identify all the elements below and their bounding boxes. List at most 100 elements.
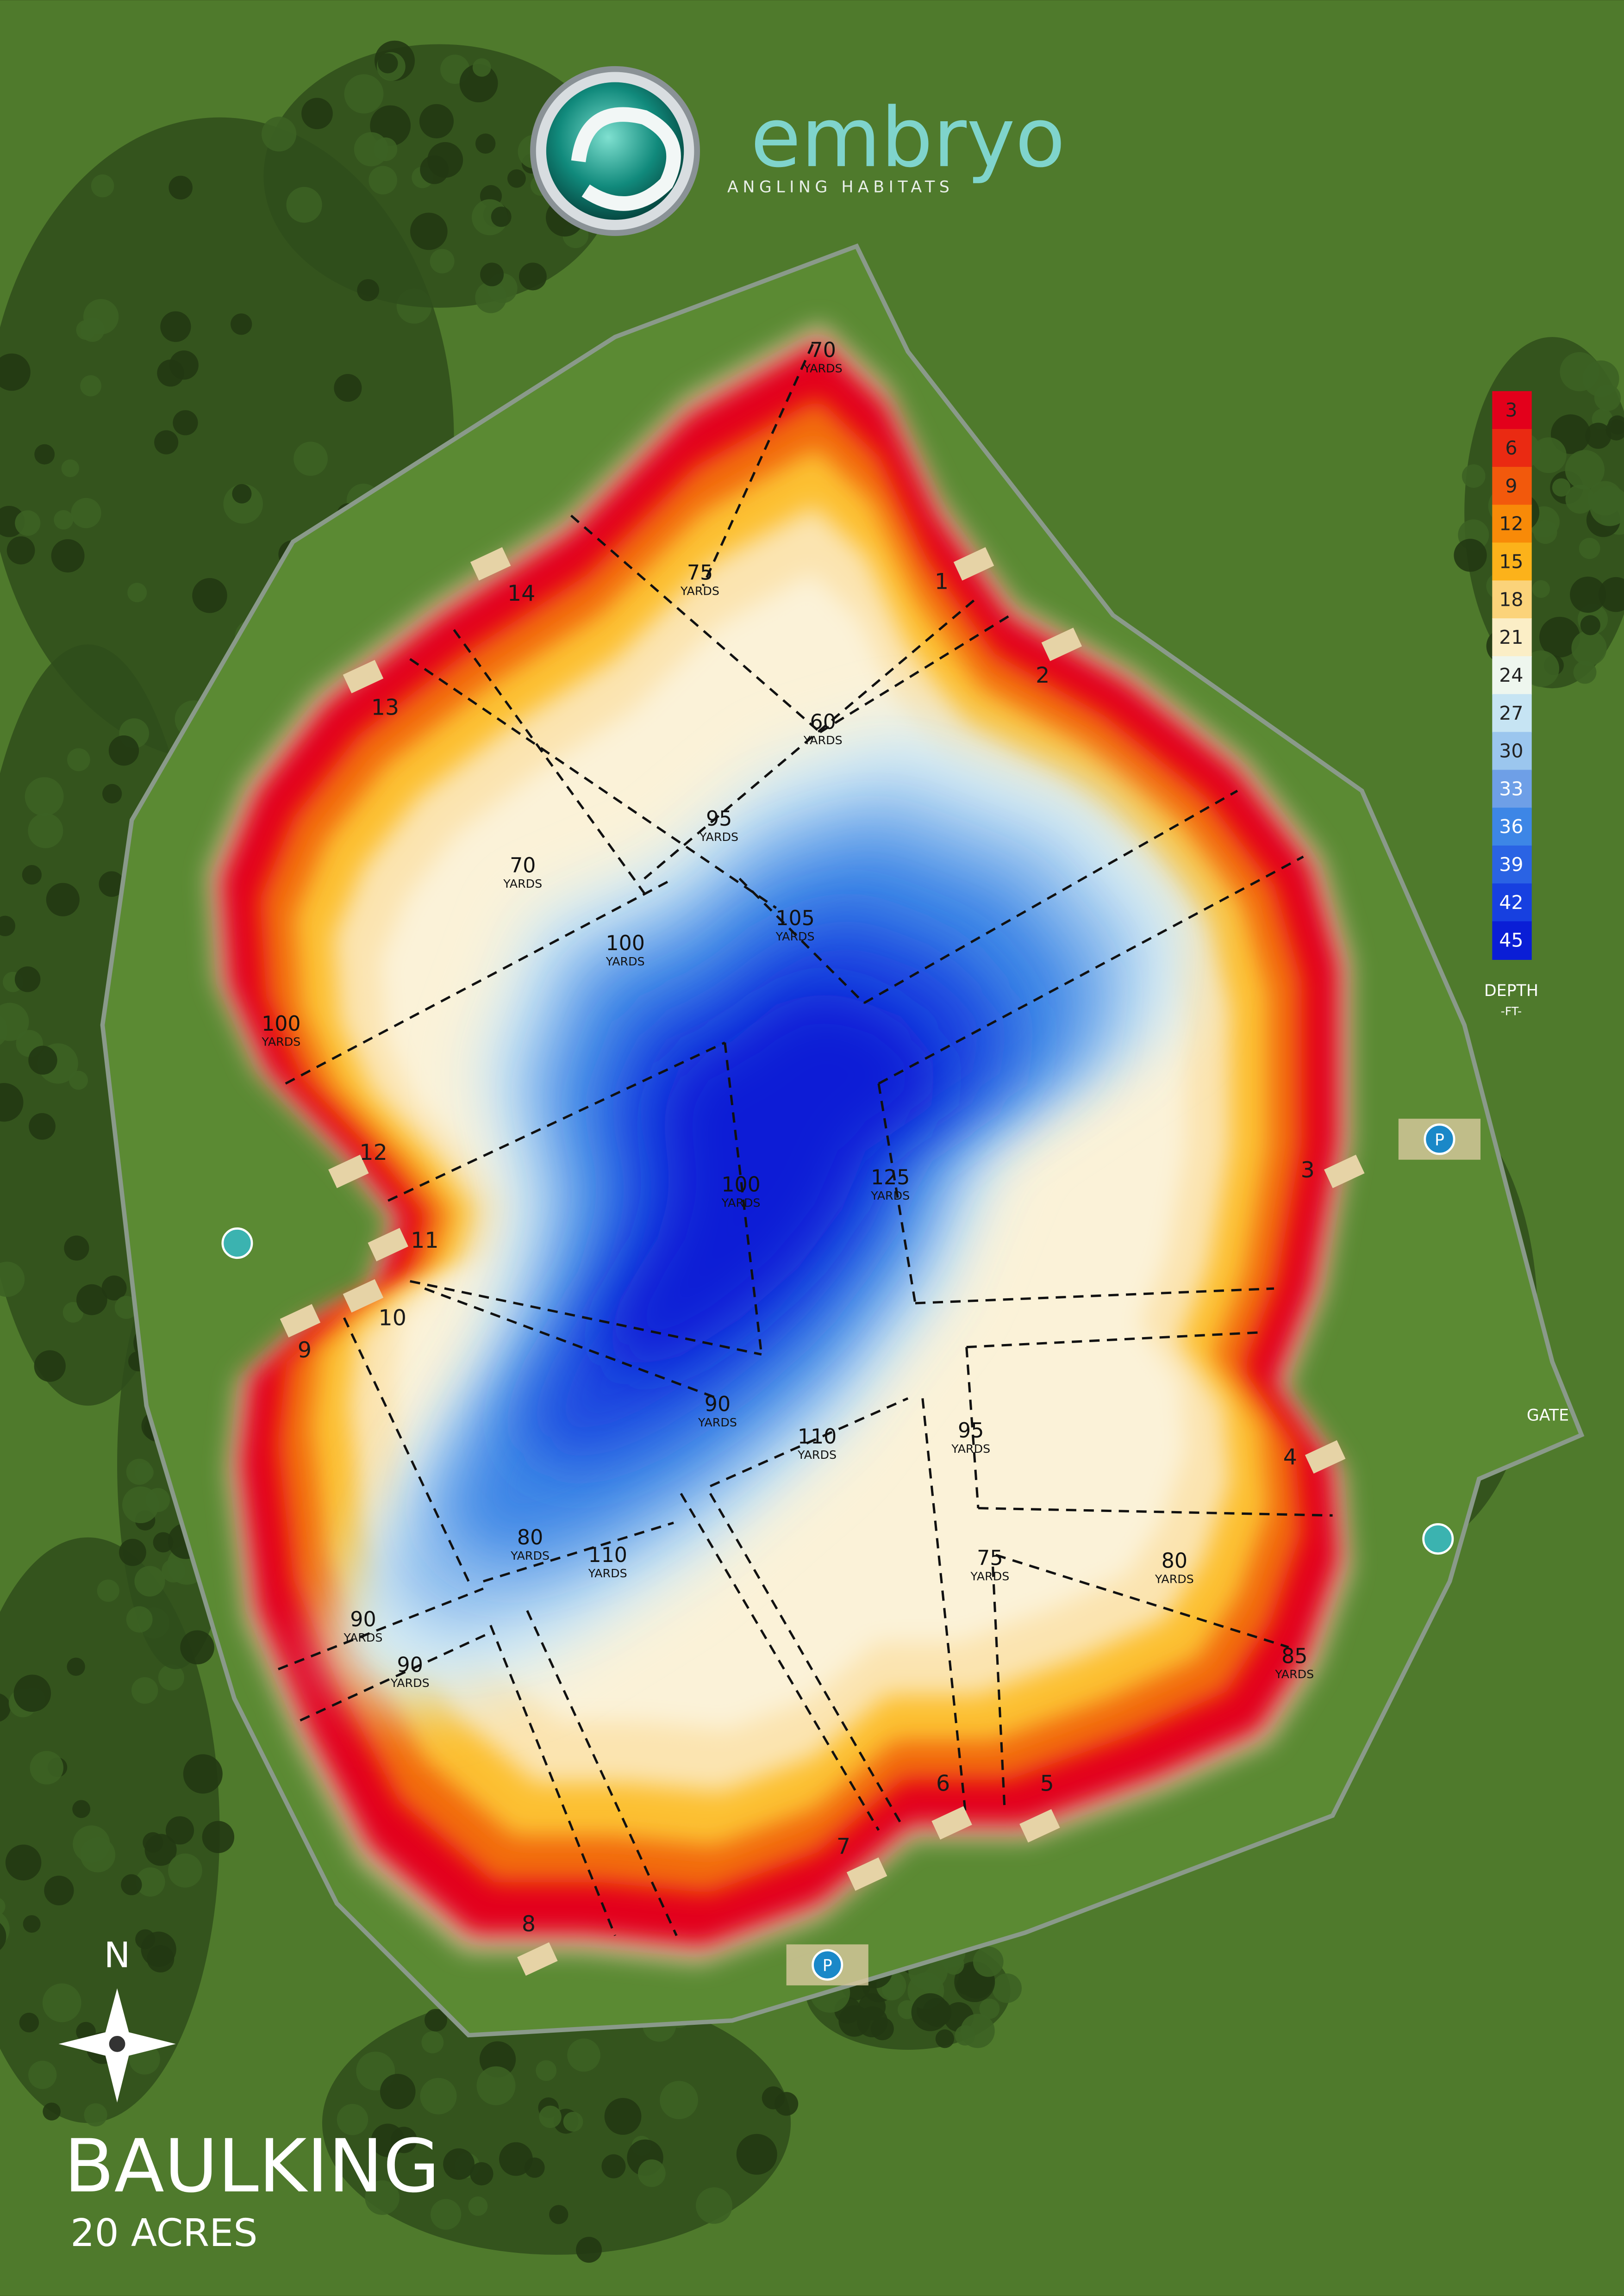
logo-tagline: ANGLING HABITATS xyxy=(727,178,954,196)
tree xyxy=(1580,615,1600,635)
tree xyxy=(536,2060,556,2081)
tree xyxy=(380,2074,416,2109)
logo-name: embryo xyxy=(750,90,1065,186)
tree xyxy=(549,2205,568,2224)
tree xyxy=(71,498,101,528)
tree xyxy=(1462,464,1486,488)
legend-value: 9 xyxy=(1505,475,1517,497)
tree xyxy=(992,1973,1022,2003)
distance-unit: YARDS xyxy=(344,1631,383,1644)
tree xyxy=(44,1876,74,1905)
tree xyxy=(84,2103,107,2127)
tree xyxy=(46,883,80,916)
tree xyxy=(127,583,147,602)
distance-value: 100 xyxy=(721,1173,761,1197)
tree xyxy=(180,1630,214,1665)
tree xyxy=(169,176,193,200)
distance-unit: YARDS xyxy=(261,1035,300,1049)
swim-number: 12 xyxy=(359,1140,387,1165)
tree xyxy=(563,2112,583,2132)
swim-number: 8 xyxy=(522,1911,536,1937)
tree xyxy=(121,1874,142,1895)
tree xyxy=(936,2029,954,2048)
parking-label: P xyxy=(823,1957,832,1975)
tree xyxy=(775,2092,798,2116)
tree xyxy=(28,813,63,848)
tree xyxy=(97,1580,119,1602)
distance-value: 60 xyxy=(810,710,836,734)
tree xyxy=(507,169,526,188)
distance-unit: YARDS xyxy=(803,362,843,375)
tree xyxy=(660,2081,698,2119)
distance-value: 90 xyxy=(350,1608,376,1631)
swim-number: 7 xyxy=(837,1834,850,1860)
tree xyxy=(54,510,73,529)
tree xyxy=(605,2098,642,2135)
tree xyxy=(369,166,397,194)
tree xyxy=(539,2106,562,2128)
tree xyxy=(286,187,322,223)
tree xyxy=(871,2017,894,2041)
tree xyxy=(344,74,384,113)
distance-unit: YARDS xyxy=(698,1416,737,1429)
tree xyxy=(43,2103,61,2121)
tree xyxy=(34,444,55,465)
legend-value: 30 xyxy=(1499,740,1523,762)
tree xyxy=(157,360,184,386)
tree xyxy=(491,206,512,227)
tree xyxy=(468,2196,488,2216)
tree xyxy=(480,262,504,286)
tree xyxy=(1570,577,1606,613)
legend-unit: -FT- xyxy=(1501,1004,1522,1018)
tree xyxy=(1565,450,1605,489)
tree xyxy=(858,1993,886,2021)
distance-unit: YARDS xyxy=(951,1442,990,1456)
swim-number: 3 xyxy=(1301,1157,1315,1183)
tree xyxy=(153,1532,174,1553)
swim-number: 10 xyxy=(379,1306,406,1331)
tree xyxy=(6,1845,42,1881)
legend-title: DEPTH xyxy=(1484,982,1538,1000)
legend-value: 45 xyxy=(1499,929,1523,952)
tree xyxy=(126,1606,153,1633)
distance-unit: YARDS xyxy=(970,1569,1009,1583)
tree xyxy=(476,2066,515,2105)
tree xyxy=(51,539,85,572)
tree xyxy=(1565,485,1594,513)
tree xyxy=(15,510,40,536)
tree xyxy=(427,142,463,178)
tree xyxy=(28,2061,56,2089)
tree xyxy=(192,578,227,613)
swim-number: 1 xyxy=(935,569,949,595)
distance-value: 75 xyxy=(687,561,713,585)
distance-value: 85 xyxy=(1281,1644,1307,1668)
tree xyxy=(473,58,491,77)
distance-unit: YARDS xyxy=(803,734,843,747)
tree xyxy=(262,117,296,151)
tree xyxy=(301,98,333,129)
legend-value: 42 xyxy=(1499,891,1523,914)
lake-map: 123456789101112131470YARDS75YARDS60YARDS… xyxy=(0,0,1624,2296)
legend-value: 15 xyxy=(1499,550,1523,572)
distance-unit: YARDS xyxy=(510,1549,550,1562)
distance-value: 95 xyxy=(706,807,732,831)
distance-unit: YARDS xyxy=(588,1567,627,1580)
distance-value: 80 xyxy=(1162,1549,1187,1573)
tree xyxy=(231,313,252,335)
tree xyxy=(334,374,362,402)
tree xyxy=(14,1674,51,1712)
legend-value: 6 xyxy=(1505,437,1517,459)
tree xyxy=(567,2039,600,2072)
tree xyxy=(146,1488,170,1512)
tree xyxy=(67,1658,85,1676)
tree xyxy=(419,104,454,138)
legend-value: 21 xyxy=(1499,626,1523,648)
tree xyxy=(131,1677,158,1704)
distance-value: 125 xyxy=(871,1166,910,1189)
distance-value: 105 xyxy=(775,907,815,930)
north-label: N xyxy=(104,1935,131,1976)
toilet-icon xyxy=(1424,1524,1453,1553)
tree xyxy=(410,212,448,250)
tree xyxy=(173,410,198,435)
tree xyxy=(1532,580,1550,598)
